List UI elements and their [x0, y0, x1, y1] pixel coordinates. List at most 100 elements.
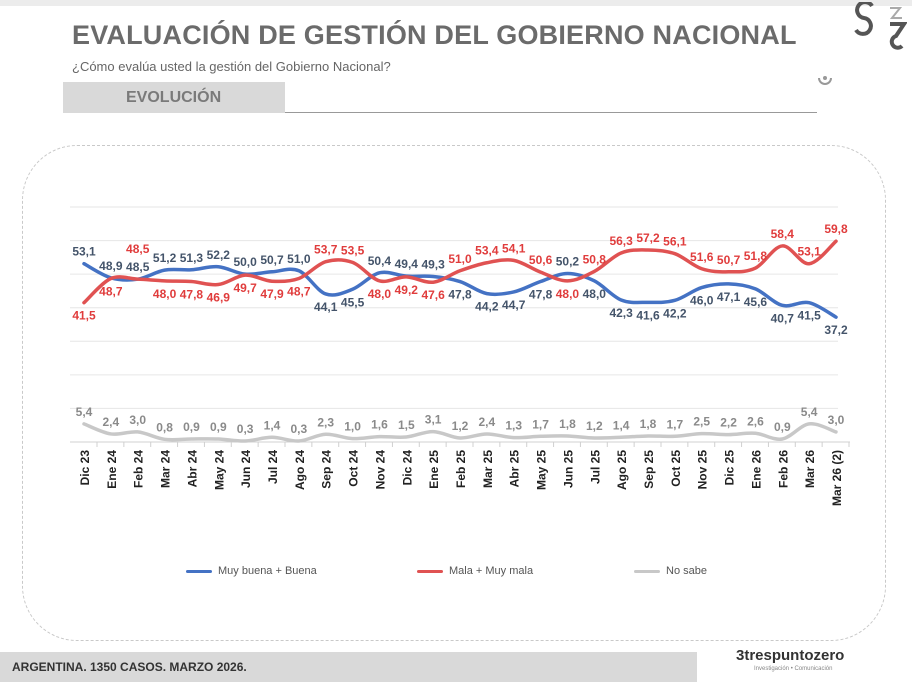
data-label: 48,7: [99, 285, 123, 299]
x-tick-label: Dic 23: [78, 450, 92, 486]
data-label: 47,8: [180, 288, 204, 302]
x-tick-label: Jun 25: [561, 450, 575, 488]
data-label: 47,6: [421, 288, 445, 302]
data-label: 40,7: [771, 311, 795, 325]
data-label: 51,2: [153, 251, 177, 265]
data-label: 2,6: [747, 414, 764, 428]
footer-text: ARGENTINA. 1350 CASOS. MARZO 2026.: [12, 660, 247, 674]
section-divider: [285, 112, 817, 113]
data-label: 58,4: [771, 227, 795, 241]
brand-3-icon: 3: [736, 647, 745, 664]
data-label: 1,3: [505, 419, 522, 433]
data-label: 1,0: [344, 420, 361, 434]
data-label: 49,7: [233, 281, 257, 295]
data-label: 48,0: [153, 287, 177, 301]
x-tick-label: Feb 24: [132, 450, 146, 488]
data-label: 2,4: [479, 415, 496, 429]
data-label: 47,1: [717, 290, 741, 304]
section-label: EVOLUCIÓN: [126, 89, 222, 106]
data-label: 3,0: [828, 413, 845, 427]
brand-logo: 3trespuntozero Investigación • Comunicaci…: [736, 647, 844, 673]
data-label: 44,2: [475, 300, 499, 314]
data-label: 53,7: [314, 243, 338, 257]
data-label: 47,9: [260, 287, 284, 301]
data-label: 51,6: [690, 250, 714, 264]
data-label: 59,8: [824, 222, 848, 236]
data-label: 50,6: [529, 253, 553, 267]
brand-tagline: Investigación • Comunicación: [754, 666, 833, 672]
x-tick-label: Mar 26: [803, 450, 817, 488]
x-tick-label: Dic 24: [400, 450, 414, 486]
data-label: 1,4: [613, 418, 630, 432]
data-label: 2,3: [317, 415, 334, 429]
data-label: 37,2: [824, 323, 848, 337]
data-label: 0,3: [291, 422, 308, 436]
legend-item-2: No sabe: [634, 565, 707, 577]
data-label: 42,2: [663, 306, 687, 320]
x-tick-label: Nov 24: [373, 450, 387, 490]
x-tick-label: Oct 24: [347, 450, 361, 487]
series-line-1: [82, 239, 838, 305]
x-tick-label: Dic 25: [723, 450, 737, 486]
x-tick-label: Jul 24: [266, 450, 280, 484]
x-tick-label: Ago 25: [615, 450, 629, 490]
data-label: 41,6: [636, 308, 660, 322]
data-label: 47,8: [448, 288, 472, 302]
data-label: 50,0: [233, 255, 257, 269]
logo-mark-icon: [854, 2, 907, 50]
data-label: 1,5: [398, 418, 415, 432]
legend-swatch: [417, 569, 443, 573]
page-title: EVALUACIÓN DE GESTIÓN DEL GOBIERNO NACIO…: [72, 20, 797, 50]
legend-label: Muy buena + Buena: [218, 565, 317, 577]
data-label: 50,2: [556, 254, 580, 268]
data-label: 5,4: [76, 405, 93, 419]
data-label: 57,2: [636, 231, 660, 245]
data-label: 53,1: [72, 245, 96, 259]
data-label: 1,7: [667, 417, 684, 431]
data-label: 41,5: [797, 309, 821, 323]
data-label: 49,3: [421, 257, 445, 271]
data-label: 56,1: [663, 235, 687, 249]
x-tick-label: Abr 24: [185, 450, 199, 488]
data-label: 41,5: [72, 309, 96, 323]
legend-item-1: Mala + Muy mala: [417, 565, 533, 577]
data-label: 0,3: [237, 422, 254, 436]
data-label: 0,9: [774, 420, 791, 434]
x-tick-label: Mar 25: [481, 450, 495, 488]
data-label: 48,7: [287, 285, 311, 299]
data-label: 1,4: [264, 418, 281, 432]
legend-swatch: [634, 569, 660, 573]
data-label: 2,4: [103, 415, 120, 429]
data-label: 2,2: [720, 416, 737, 430]
x-tick-label: May 25: [535, 450, 549, 490]
x-tick-label: Oct 25: [669, 450, 683, 487]
section-box: [63, 82, 285, 113]
data-label: 45,5: [341, 295, 365, 309]
x-tick-label: Jul 25: [588, 450, 602, 484]
footer-bar: [0, 652, 697, 682]
x-tick-label: Sep 24: [320, 450, 334, 489]
data-label: 1,7: [532, 417, 549, 431]
data-label: 42,3: [609, 306, 633, 320]
data-label: 1,6: [371, 418, 388, 432]
legend-swatch: [186, 569, 212, 573]
x-tick-label: Nov 25: [696, 450, 710, 490]
data-label: 50,7: [260, 253, 284, 267]
data-label: 54,1: [502, 241, 526, 255]
legend-item-0: Muy buena + Buena: [186, 565, 317, 577]
data-label: 46,9: [207, 291, 231, 305]
data-label: 48,0: [368, 287, 392, 301]
x-tick-label: Sep 25: [642, 450, 656, 489]
top-bar: [0, 0, 912, 6]
data-label: 51,8: [744, 249, 768, 263]
chart-frame: [22, 145, 886, 641]
data-label: 44,1: [314, 300, 338, 314]
data-label: 51,3: [180, 251, 204, 265]
data-label: 48,9: [99, 259, 123, 273]
legend-label: No sabe: [666, 565, 707, 577]
data-label: 53,1: [797, 245, 821, 259]
data-label: 49,4: [395, 257, 419, 271]
legend-label: Mala + Muy mala: [449, 565, 534, 577]
data-label: 53,5: [341, 243, 365, 257]
